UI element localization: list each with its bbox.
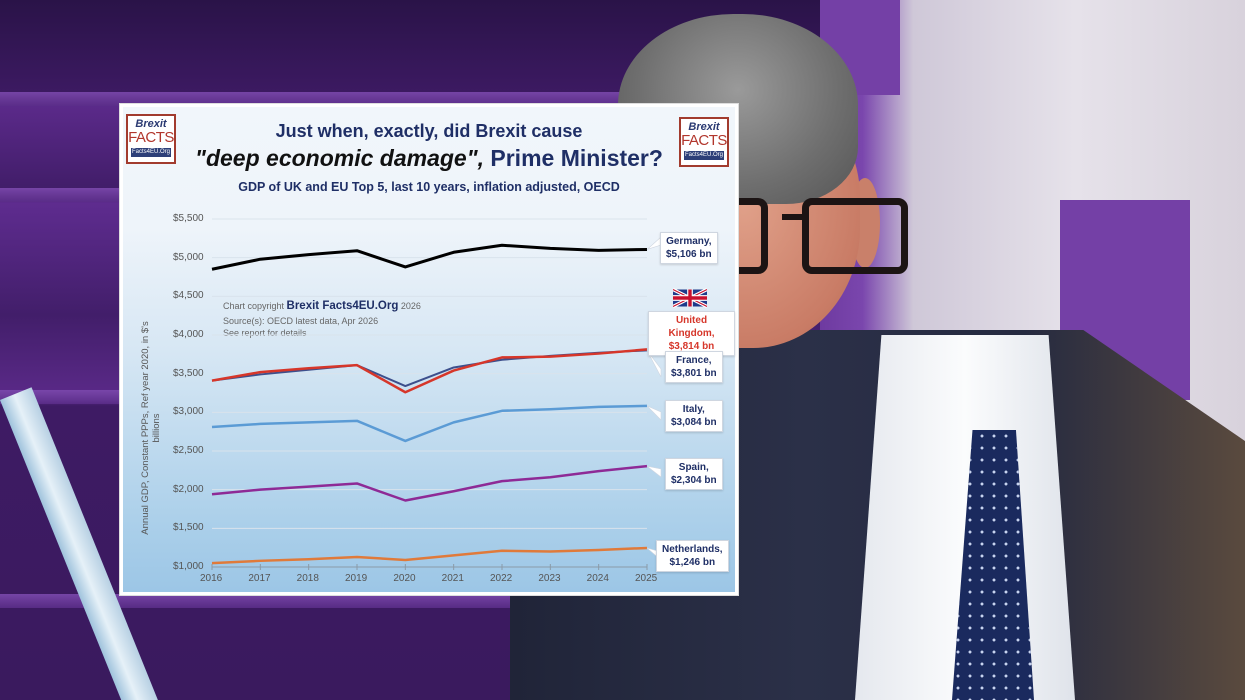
- x-tick-label: 2022: [490, 573, 513, 584]
- y-tick-label: $4,000: [173, 329, 204, 340]
- y-tick-label: $3,000: [173, 406, 204, 418]
- callout-united-kingdom: United Kingdom, $3,814 bn: [648, 311, 735, 356]
- y-tick-label: $1,000: [173, 561, 204, 572]
- chart-card: Brexit FACTS Facts4EU.Org Brexit FACTS F…: [120, 104, 738, 595]
- series-line-netherlands: [211, 546, 648, 565]
- copyright-note: Chart copyright Brexit Facts4EU.Org 2026: [223, 300, 421, 312]
- chart-title-line1: Just when, exactly, did Brexit cause: [275, 121, 583, 141]
- chart-subtitle: GDP of UK and EU Top 5, last 10 years, i…: [238, 180, 620, 194]
- x-tick-label: 2020: [393, 573, 416, 584]
- series-line-italy: [211, 404, 648, 443]
- x-tick-label: 2023: [538, 573, 561, 584]
- y-tick-label: $2,000: [173, 483, 204, 495]
- x-tick-label: 2018: [296, 573, 319, 584]
- y-tick-label: $3,500: [173, 367, 204, 379]
- x-tick-label: 2021: [441, 573, 464, 584]
- callout-germany: Germany, $5,106 bn: [660, 232, 718, 264]
- line-chart-plot: [211, 218, 662, 570]
- union-jack-flag-icon: [672, 287, 708, 309]
- chart-background: Brexit FACTS Facts4EU.Org Brexit FACTS F…: [123, 107, 735, 592]
- y-tick-label: $2,500: [173, 445, 204, 456]
- glasses-bridge: [782, 214, 802, 220]
- chart-title-line2: "deep economic damage", Prime Minister?: [195, 145, 663, 171]
- series-line-spain: [211, 464, 648, 502]
- x-tick-label: 2025: [635, 573, 658, 584]
- y-tick-label: $4,500: [173, 290, 204, 302]
- series-line-united-kingdom: [211, 348, 648, 394]
- x-tick-label: 2024: [586, 573, 609, 584]
- quote-text: "deep economic damage",: [195, 145, 484, 171]
- x-tick-label: 2017: [248, 573, 271, 584]
- series-line-germany: [211, 243, 648, 271]
- y-tick-label: $1,500: [173, 522, 204, 534]
- glasses-lens-right: [802, 198, 908, 274]
- y-tick-label: $5,000: [173, 251, 204, 263]
- brexit-facts-logo-left: Brexit FACTS Facts4EU.Org: [126, 114, 176, 164]
- source-note: Source(s): OECD latest data, Apr 2026: [223, 316, 379, 326]
- callout-spain: Spain, $2,304 bn: [665, 458, 723, 490]
- callout-france: France, $3,801 bn: [665, 351, 723, 383]
- callout-netherlands: Netherlands, $1,246 bn: [656, 540, 729, 572]
- brexit-facts-logo-right: Brexit FACTS Facts4EU.Org: [679, 117, 729, 167]
- callout-italy: Italy, $3,084 bn: [665, 400, 723, 432]
- person-photo: [510, 0, 1245, 700]
- y-tick-label: $5,500: [173, 213, 204, 224]
- x-tick-label: 2016: [200, 573, 223, 584]
- carpet-stair-edge: [0, 92, 820, 106]
- see-report-note: See report for details: [223, 328, 307, 338]
- x-tick-label: 2019: [345, 573, 368, 584]
